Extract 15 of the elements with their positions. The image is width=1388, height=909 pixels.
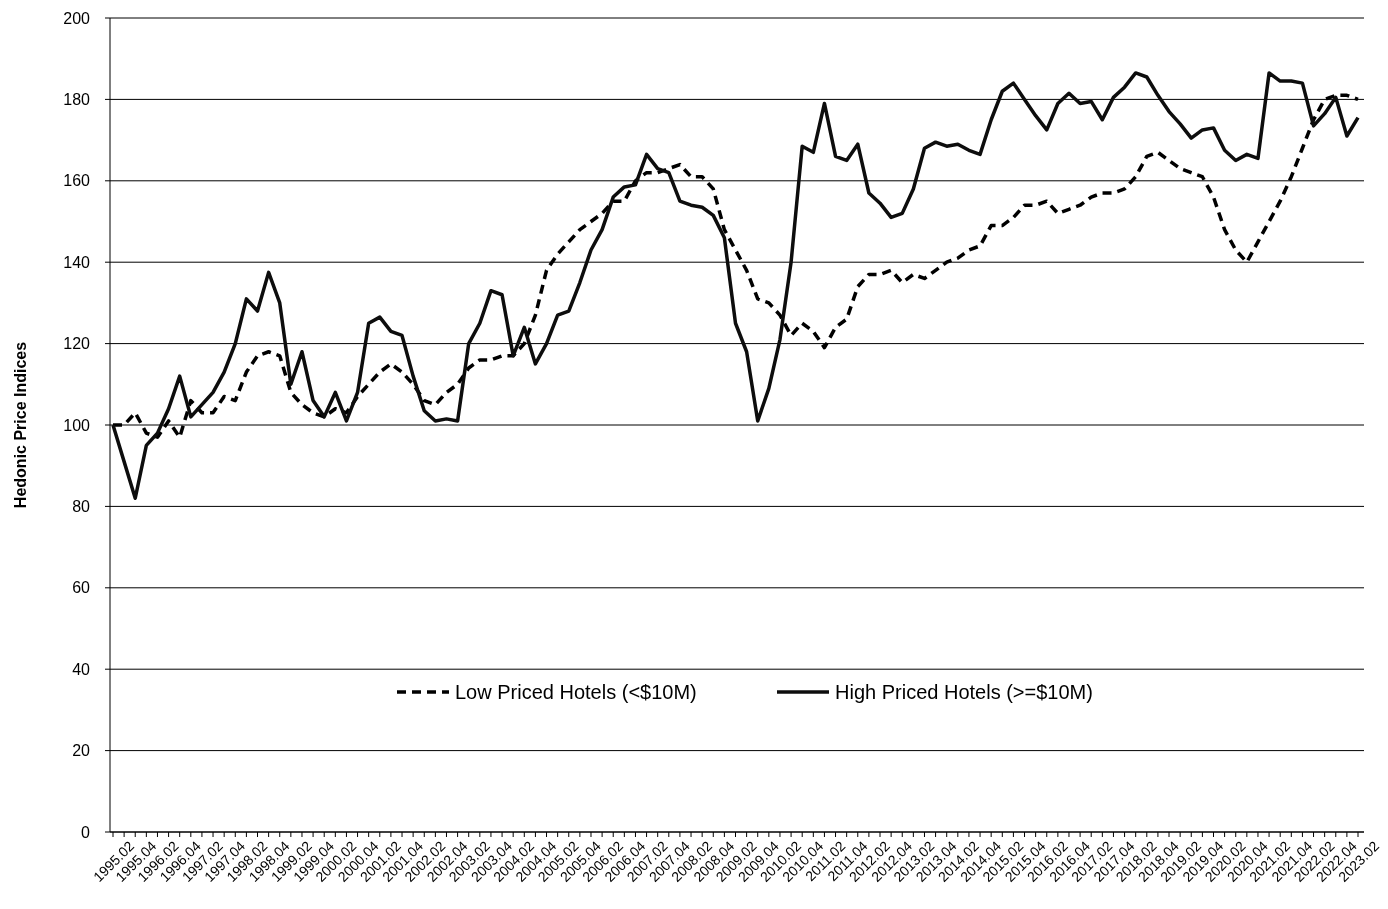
y-tick-label: 40 [72,660,91,678]
y-tick-label: 20 [72,742,91,760]
y-tick-label: 160 [63,172,91,190]
y-tick-label: 200 [63,9,91,27]
y-tick-label: 180 [63,91,91,108]
legend-label: Low Priced Hotels (<$10M) [455,681,697,703]
y-axis-title: Hedonic Price Indices [12,341,29,509]
y-tick-label: 140 [63,253,91,271]
y-tick-label: 60 [72,579,91,597]
legend-label: High Priced Hotels (>=$10M) [835,681,1093,703]
y-tick-label: 100 [63,416,91,434]
y-tick-label: 120 [63,335,91,353]
line-series [111,71,1360,501]
y-tick-label: 80 [72,498,91,515]
y-tick-label: 0 [81,823,91,841]
